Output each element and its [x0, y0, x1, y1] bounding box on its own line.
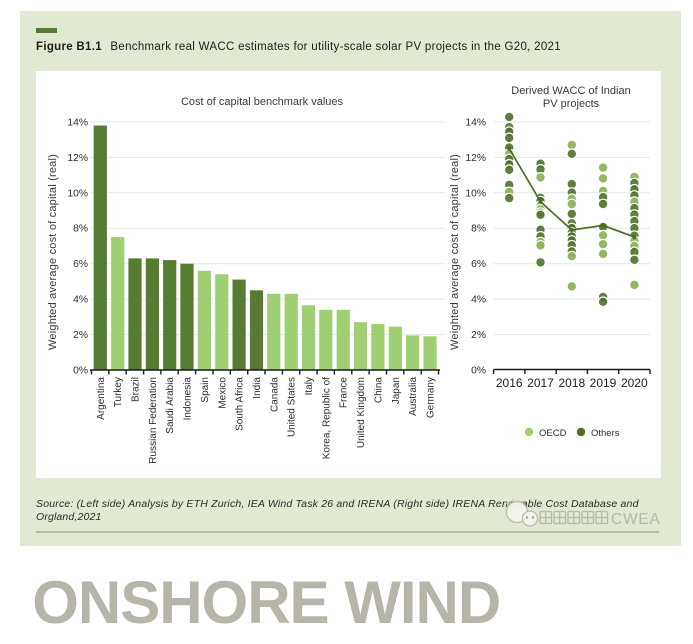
svg-text:Canada: Canada — [269, 377, 280, 412]
svg-text:Mexico: Mexico — [217, 377, 228, 409]
svg-text:2020: 2020 — [621, 376, 648, 390]
svg-text:0%: 0% — [73, 366, 88, 377]
svg-text:ONSHORE WIND: ONSHORE WIND — [32, 569, 500, 636]
svg-text:Indonesia: Indonesia — [183, 377, 194, 421]
svg-text:Source: (Left side) Analysis b: Source: (Left side) Analysis by ETH Zuri… — [36, 498, 640, 510]
svg-text:China: China — [373, 377, 384, 404]
svg-text:Derived WACC of Indian: Derived WACC of Indian — [511, 85, 630, 97]
svg-text:Figure B1.1 Benchmark real WAC: Figure B1.1 Benchmark real WACC estimate… — [36, 41, 561, 53]
svg-text:14%: 14% — [67, 117, 88, 128]
svg-text:Weighted average cost of capit: Weighted average cost of capital (real) — [47, 154, 59, 350]
svg-text:Argentina: Argentina — [96, 377, 107, 420]
svg-text:Orgland,2021: Orgland,2021 — [36, 511, 101, 523]
svg-text:South Africa: South Africa — [235, 377, 246, 431]
svg-text:2019: 2019 — [590, 376, 617, 390]
svg-text:Germany: Germany — [426, 377, 437, 418]
svg-text:Saudi Arabia: Saudi Arabia — [165, 377, 176, 434]
svg-text:Spain: Spain — [200, 377, 211, 403]
svg-text:12%: 12% — [67, 153, 88, 164]
svg-text:14%: 14% — [465, 117, 486, 128]
svg-text:8%: 8% — [471, 224, 486, 235]
svg-text:2%: 2% — [471, 330, 486, 341]
svg-text:8%: 8% — [73, 224, 88, 235]
svg-text:OECD: OECD — [539, 428, 567, 439]
svg-text:United States: United States — [287, 377, 298, 437]
svg-text:France: France — [339, 377, 350, 409]
svg-text:2016: 2016 — [496, 376, 523, 390]
svg-text:6%: 6% — [471, 259, 486, 270]
svg-text:2018: 2018 — [558, 376, 585, 390]
svg-text:United Kingdom: United Kingdom — [356, 377, 367, 448]
svg-text:Others: Others — [591, 428, 620, 439]
svg-text:4%: 4% — [471, 295, 486, 306]
svg-text:Weighted average cost of capit: Weighted average cost of capital (real) — [449, 154, 461, 350]
svg-text:4%: 4% — [73, 295, 88, 306]
svg-text:Cost of capital benchmark valu: Cost of capital benchmark values — [181, 96, 344, 108]
svg-text:10%: 10% — [67, 188, 88, 199]
svg-text:Brazil: Brazil — [131, 377, 142, 402]
svg-text:2%: 2% — [73, 330, 88, 341]
svg-text:PV projects: PV projects — [543, 98, 600, 110]
svg-text:Australia: Australia — [408, 377, 419, 416]
svg-text:10%: 10% — [465, 188, 486, 199]
svg-text:Italy: Italy — [304, 377, 315, 395]
svg-text:6%: 6% — [73, 259, 88, 270]
svg-text:Russian Federation: Russian Federation — [148, 377, 159, 464]
svg-text:12%: 12% — [465, 153, 486, 164]
svg-text:India: India — [252, 377, 263, 399]
svg-text:Japan: Japan — [391, 377, 402, 404]
svg-text:CWEA: CWEA — [611, 511, 661, 528]
svg-text:Turkey: Turkey — [113, 377, 124, 407]
svg-text:2017: 2017 — [527, 376, 554, 390]
svg-text:Korea, Republic of: Korea, Republic of — [321, 377, 332, 459]
svg-text:0%: 0% — [471, 366, 486, 377]
